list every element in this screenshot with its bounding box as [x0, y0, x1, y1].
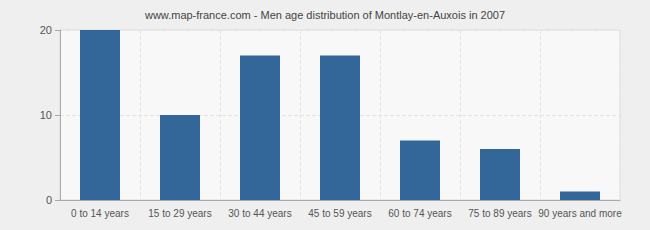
- svg-text:0 to 14 years: 0 to 14 years: [71, 208, 129, 219]
- svg-text:10: 10: [40, 109, 52, 121]
- svg-text:20: 20: [40, 24, 52, 36]
- svg-text:60 to 74 years: 60 to 74 years: [388, 208, 451, 219]
- svg-text:0: 0: [46, 194, 52, 206]
- svg-text:90 years and more: 90 years and more: [538, 208, 622, 219]
- svg-text:15 to 29 years: 15 to 29 years: [148, 208, 211, 219]
- svg-text:30 to 44 years: 30 to 44 years: [228, 208, 291, 219]
- svg-text:45 to 59 years: 45 to 59 years: [308, 208, 371, 219]
- svg-text:www.map-france.com - Men age d: www.map-france.com - Men age distributio…: [144, 9, 505, 21]
- svg-text:75 to 89 years: 75 to 89 years: [468, 208, 531, 219]
